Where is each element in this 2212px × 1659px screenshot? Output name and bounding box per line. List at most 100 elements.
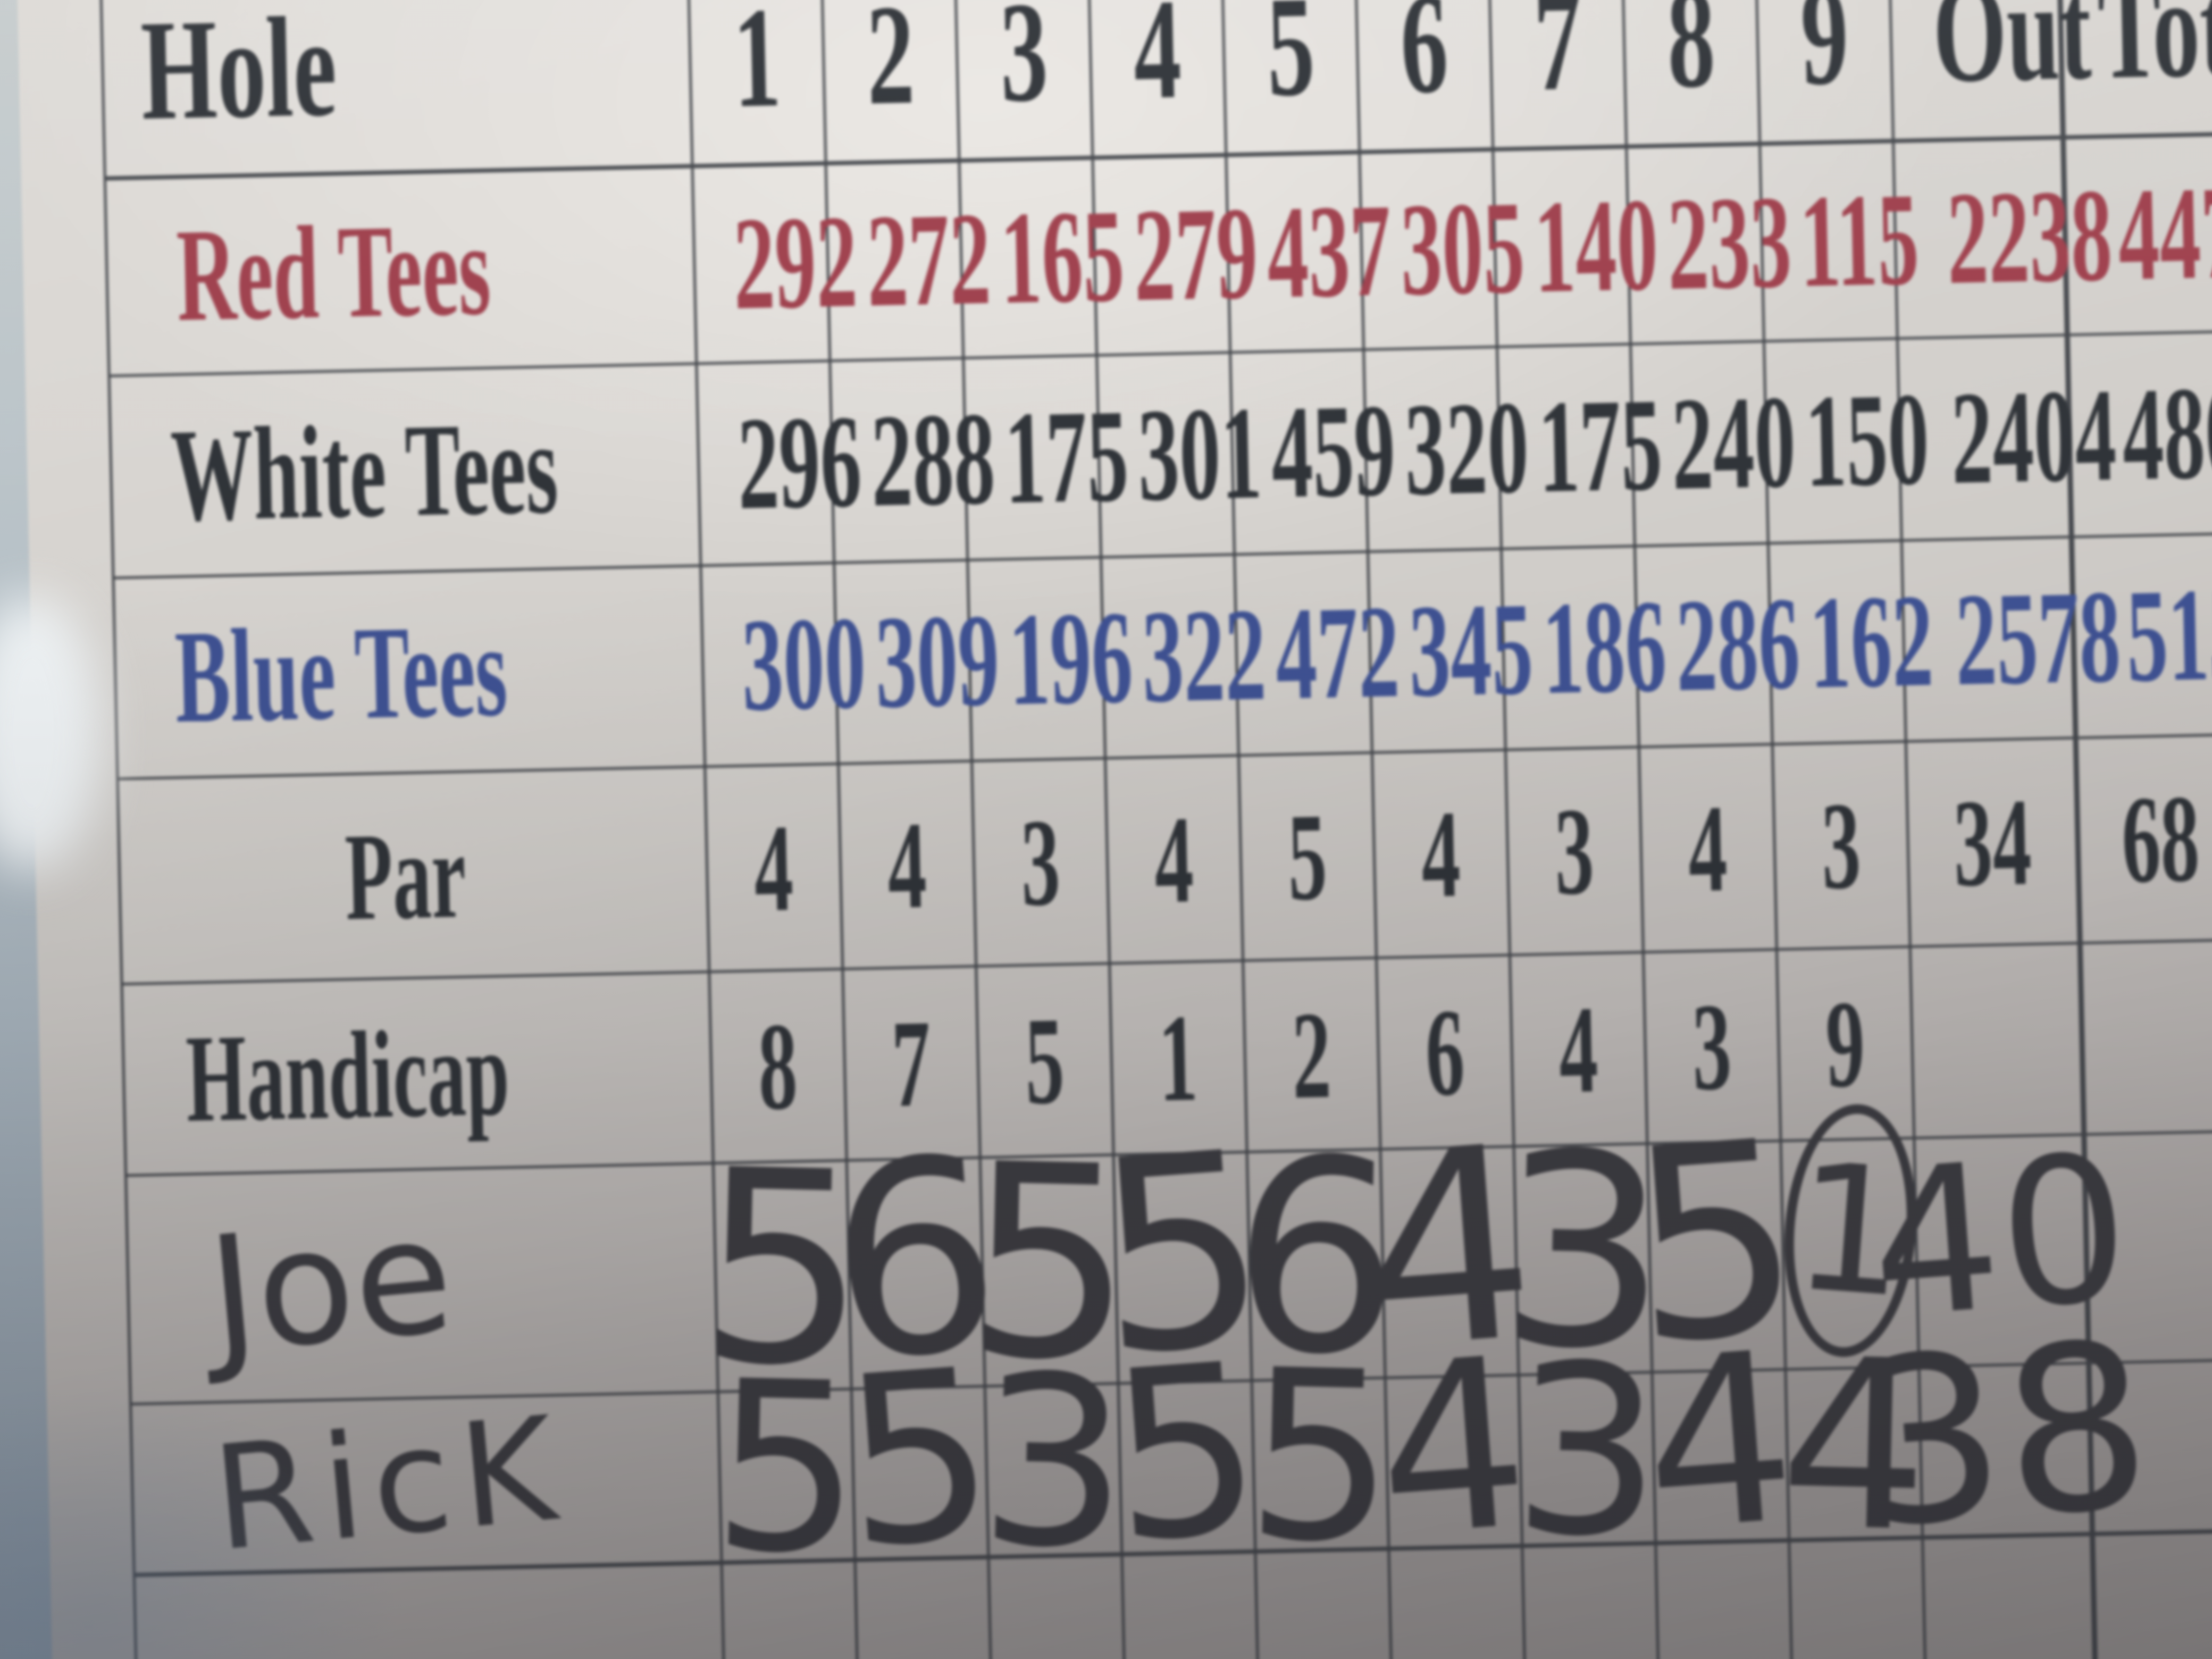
column-header-2: 2 [821,0,959,163]
score-cell: 68 [2075,734,2212,943]
score-cell: 292 [692,163,859,364]
row-label-text: Par [343,805,467,946]
column-header-3: 3 [954,0,1093,161]
handwritten-score: 4 [1368,1306,1537,1589]
row-label-text: RicK [206,1384,572,1583]
column-header-text: 8 [1665,0,1716,118]
printed-value: 68 [2120,768,2201,909]
scorecard-table: Hole 1 2 3 4 5 6 7 8 9 Out Tot Red Tees 292 272 165 279 4… [99,0,2212,1659]
column-header-text: 3 [998,0,1049,132]
column-header-out: Out [1889,0,2092,141]
printed-value: 292 [732,188,859,338]
row-label-text: Handicap [185,1002,511,1148]
score-cell: 5 [835,1318,1003,1600]
handwritten-ink: 5 [1102,1312,1270,1595]
printed-value: 150 [1804,365,1931,515]
column-header-text: Hole [139,0,338,150]
column-header-7: 7 [1488,0,1627,149]
score-cell [1910,943,2084,1138]
handwritten-score: 4 [1635,1301,1804,1583]
score-cell: 38 [1849,1293,2159,1579]
row-label-par: Par [117,766,709,984]
printed-value: 286 [1674,569,1802,719]
printed-value: 2238 [1946,161,2114,313]
printed-value: 162 [1808,566,1935,717]
row-label-red: Red Tees [105,165,697,376]
score-cell: 300 [700,563,867,767]
printed-value: 320 [1403,373,1530,523]
handwritten-ink: 5 [709,1330,864,1606]
printed-value: 301 [1136,379,1263,529]
row-label-text: White Tees [169,393,559,549]
score-cell: 34 [1906,738,2080,947]
column-header-text: 2 [865,0,916,135]
column-header-9: 9 [1755,0,1893,144]
handwritten-ink: 4 [1636,1301,1804,1583]
printed-value: 2404 [1949,361,2118,512]
score-cell [2089,1360,2212,1534]
column-header-4: 4 [1088,0,1226,158]
column-header-hole: Hole [100,0,693,179]
score-cell: 5 [1238,752,1377,961]
column-header-text: 4 [1132,0,1183,129]
row-label-text: Blue Tees [173,596,509,751]
handwritten-ink: 4 [1369,1306,1537,1589]
score-cell: 3 [1772,741,1911,950]
printed-value: 9 [1824,974,1866,1113]
printed-value: 140 [1532,171,1660,321]
score-cell: 3 [1505,747,1644,956]
handwritten-ink: 3 [1510,1313,1664,1589]
column-header-text: 5 [1265,0,1316,127]
printed-value: 4808 [2121,357,2212,508]
row-label-handicap: Handicap [122,971,714,1176]
column-header-text: 6 [1398,0,1449,124]
column-header-text: Out [1931,0,2093,113]
score-cell: 4 [1369,1306,1537,1589]
printed-value: 279 [1132,179,1259,330]
score-cell: 4 [838,761,976,969]
printed-value: 4 [1687,778,1729,918]
row-label-white: White Tees [109,363,701,578]
printed-value: 4 [1153,790,1195,929]
printed-value: 322 [1141,580,1268,731]
printed-value: 4 [1420,784,1462,924]
score-cell: 4 [705,764,843,972]
printed-value: 165 [999,182,1126,332]
printed-value: 175 [1537,370,1664,521]
column-header-6: 6 [1355,0,1493,152]
printed-value: 2578 [1954,562,2122,714]
printed-value: 3 [1820,776,1862,915]
score-cell: 4 [1105,755,1243,963]
printed-value: 345 [1407,575,1535,725]
column-header-5: 5 [1221,0,1360,155]
handwritten-score: 5 [834,1318,1003,1601]
printed-value: 3 [1553,781,1596,921]
printed-value: 288 [869,384,996,535]
printed-value: 300 [740,589,867,739]
row-label-text: Joe [201,1182,460,1389]
row-label-text: Red Tees [175,195,492,350]
printed-value: 4 [886,795,928,935]
score-cell: 5 [1102,1312,1270,1595]
printed-value: 309 [874,586,1001,736]
printed-value: 3 [1019,792,1062,932]
row-label-joe: Joe [125,1163,718,1404]
score-cell: 4 [1372,750,1510,958]
handwritten-score: 5 [1101,1312,1270,1595]
printed-value: 175 [1003,381,1130,532]
score-cell: 3 [971,758,1110,967]
printed-value: 196 [1007,583,1134,733]
printed-value: 233 [1666,168,1793,319]
score-cell: 4 [1636,1301,1804,1583]
column-header-text: Tot [2096,0,2212,109]
printed-value: 472 [1274,577,1401,728]
printed-value: 186 [1541,572,1668,722]
score-cell: 3 [976,1325,1131,1600]
printed-value: 5156 [2125,559,2212,710]
score-cell: 5 [1243,1319,1398,1595]
score-cell: 296 [696,361,863,566]
score-cell: 3 [1510,1313,1664,1589]
score-cell: 5 [709,1330,864,1606]
printed-value: 437 [1266,177,1393,327]
